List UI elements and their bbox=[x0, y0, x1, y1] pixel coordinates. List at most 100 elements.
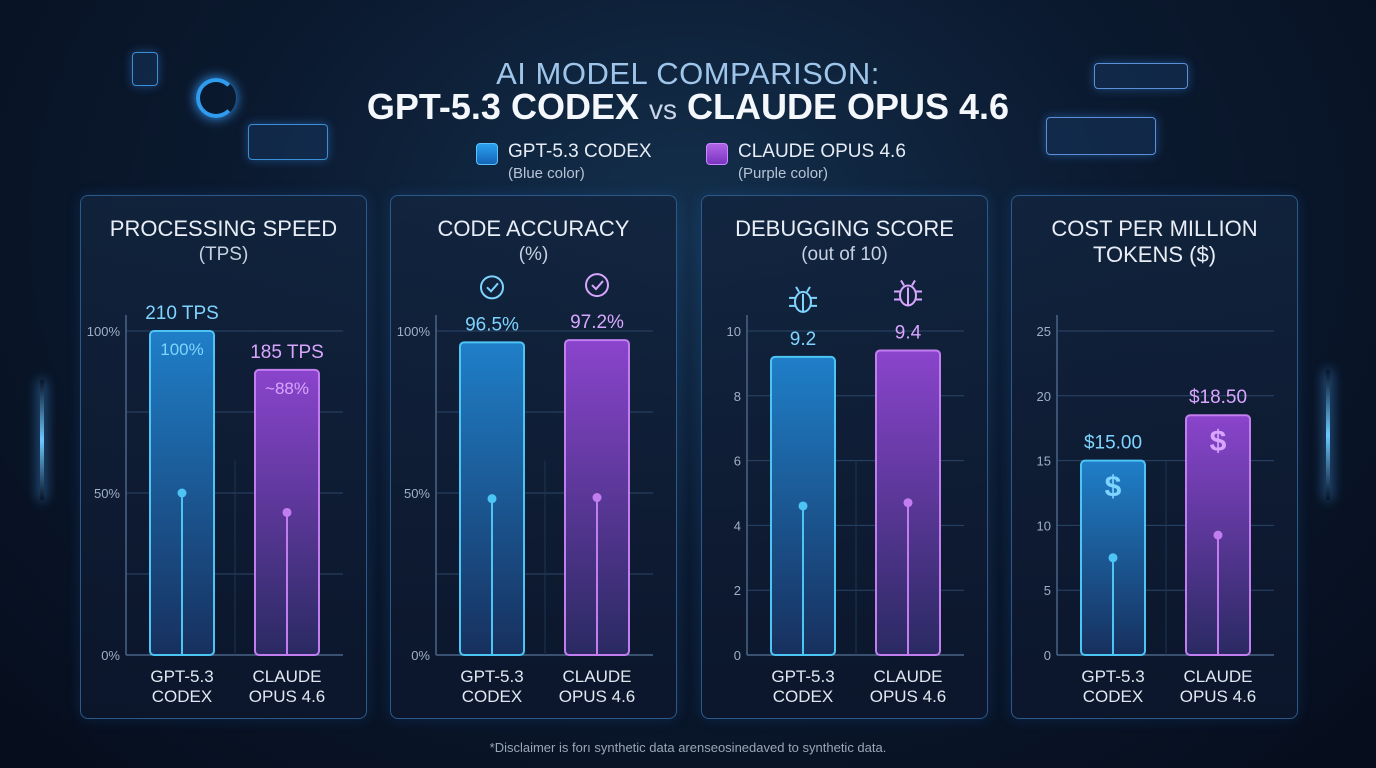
value-label: $15.00 bbox=[1084, 433, 1142, 454]
bar-stem-dot bbox=[592, 493, 602, 503]
chart-title-text: DEBUGGING SCORE bbox=[735, 216, 954, 241]
left-edge-glow bbox=[40, 380, 44, 500]
y-tick-label: 50% bbox=[94, 486, 120, 501]
value-label: $18.50 bbox=[1189, 387, 1247, 408]
chart-panel-2: CODE ACCURACY (%) 0% 50% 100% 96.5% GPT-5.3 CO… bbox=[390, 195, 677, 719]
legend-note: (Purple color) bbox=[738, 165, 829, 182]
title-model-a: GPT-5.3 CODEX bbox=[366, 86, 639, 127]
chart-title-text: COST PER MILLION bbox=[1051, 216, 1258, 241]
dollar-icon: $ bbox=[1105, 471, 1122, 504]
y-tick-label: 20 bbox=[1037, 389, 1051, 404]
y-tick-label: 50% bbox=[404, 486, 430, 501]
check-mark-icon bbox=[591, 280, 604, 291]
value-label: 9.4 bbox=[895, 322, 922, 343]
title-model-b: CLAUDE OPUS 4.6 bbox=[687, 86, 1010, 127]
chart-panel-4: COST PER MILLION TOKENS ($) 0 5 10 15 20 25 $15… bbox=[1011, 195, 1298, 719]
decorative-code-card-icon bbox=[248, 124, 328, 160]
chart-title-text: PROCESSING SPEED bbox=[109, 216, 338, 241]
value-label: 210 TPS bbox=[145, 303, 219, 324]
bar-stem-dot bbox=[1213, 530, 1223, 540]
legend-note: (Blue color) bbox=[508, 165, 585, 182]
legend-item-gpt: GPT-5.3 CODEX (Blue color) bbox=[476, 141, 652, 182]
x-category-label: GPT-5.3 bbox=[771, 667, 834, 686]
chart-subtitle: (out of 10) bbox=[801, 244, 888, 265]
x-category-label: CLAUDE bbox=[253, 667, 322, 686]
y-tick-label: 25 bbox=[1037, 324, 1051, 339]
right-edge-glow bbox=[1326, 370, 1330, 500]
bar-stem-dot bbox=[487, 494, 497, 504]
y-tick-label: 10 bbox=[1037, 518, 1051, 533]
x-category-label: GPT-5.3 bbox=[1081, 667, 1144, 686]
bug-legs-icon bbox=[789, 286, 817, 312]
y-tick-label: 0 bbox=[1044, 648, 1051, 663]
check-circle-icon bbox=[480, 275, 504, 300]
chart-subtitle: TOKENS ($) bbox=[1092, 242, 1217, 267]
chart-title: DEBUGGING SCORE (out of 10) bbox=[702, 216, 987, 268]
chart-subtitle: (%) bbox=[518, 244, 549, 265]
chart-title: PROCESSING SPEED (TPS) bbox=[81, 216, 366, 268]
y-tick-label: 6 bbox=[734, 454, 741, 469]
x-category-label: GPT-5.3 bbox=[460, 667, 523, 686]
x-category-label: CODEX bbox=[773, 687, 833, 706]
value-label: 97.2% bbox=[570, 312, 624, 333]
chart-panel-3: DEBUGGING SCORE (out of 10) 0 2 4 6 8 10 9.2 GPT… bbox=[701, 195, 988, 719]
x-category-label: CODEX bbox=[462, 687, 522, 706]
y-tick-label: 5 bbox=[1044, 583, 1051, 598]
legend-label: CLAUDE OPUS 4.6 bbox=[738, 141, 906, 162]
check-circle-icon bbox=[585, 273, 609, 298]
disclaimer: *Disclaimer is forı synthetic data arens… bbox=[489, 740, 887, 755]
y-tick-label: 0% bbox=[101, 648, 120, 663]
decorative-document-card-icon bbox=[1046, 117, 1156, 155]
chart-panel-1: PROCESSING SPEED (TPS) 0% 50% 100% 210 TPS 10… bbox=[80, 195, 367, 719]
value-label: 9.2 bbox=[790, 329, 816, 350]
y-tick-label: 0 bbox=[734, 648, 741, 663]
x-category-label: OPUS 4.6 bbox=[1180, 687, 1257, 706]
x-category-label: CLAUDE bbox=[874, 667, 943, 686]
chart-subtitle: (TPS) bbox=[198, 244, 249, 265]
legend-swatch-purple bbox=[706, 143, 728, 165]
x-category-label: CLAUDE bbox=[563, 667, 632, 686]
chart-title-text: CODE ACCURACY bbox=[437, 216, 630, 241]
bar-stem-dot bbox=[903, 498, 913, 508]
y-tick-label: 0% bbox=[411, 648, 430, 663]
inner-label: ~88% bbox=[265, 379, 309, 398]
legend-label: GPT-5.3 CODEX bbox=[508, 141, 652, 162]
page-title-line2: GPT-5.3 CODEX vs CLAUDE OPUS 4.6 bbox=[0, 86, 1376, 128]
x-category-label: CODEX bbox=[152, 687, 212, 706]
value-label: 96.5% bbox=[465, 314, 519, 335]
x-category-label: OPUS 4.6 bbox=[249, 687, 326, 706]
x-category-label: OPUS 4.6 bbox=[870, 687, 947, 706]
bar-stem-dot bbox=[177, 488, 187, 498]
x-category-label: CODEX bbox=[1083, 687, 1143, 706]
title-vs: vs bbox=[649, 94, 677, 125]
y-tick-label: 4 bbox=[734, 518, 741, 533]
bar-stem-dot bbox=[1108, 553, 1118, 563]
bar-stem-dot bbox=[798, 501, 808, 511]
page-title-line1: AI MODEL COMPARISON: bbox=[496, 56, 880, 91]
dollar-icon: $ bbox=[1210, 425, 1227, 458]
chart-title: CODE ACCURACY (%) bbox=[391, 216, 676, 268]
legend-swatch-blue bbox=[476, 143, 498, 165]
decorative-user-card-icon bbox=[1094, 63, 1188, 89]
value-label: 185 TPS bbox=[250, 342, 324, 363]
y-tick-label: 8 bbox=[734, 389, 741, 404]
y-tick-label: 10 bbox=[727, 324, 741, 339]
x-category-label: GPT-5.3 bbox=[150, 667, 213, 686]
y-tick-label: 100% bbox=[397, 324, 431, 339]
decorative-chip-icon bbox=[132, 52, 158, 86]
decorative-ring-icon bbox=[196, 78, 236, 118]
x-category-label: OPUS 4.6 bbox=[559, 687, 636, 706]
bug-legs-icon bbox=[894, 279, 922, 306]
y-tick-label: 15 bbox=[1037, 454, 1051, 469]
legend-item-claude: CLAUDE OPUS 4.6 (Purple color) bbox=[706, 141, 906, 182]
y-tick-label: 2 bbox=[734, 583, 741, 598]
bar-stem-dot bbox=[282, 507, 292, 517]
x-category-label: CLAUDE bbox=[1184, 667, 1253, 686]
inner-label: 100% bbox=[160, 340, 203, 359]
chart-title: COST PER MILLION TOKENS ($) bbox=[1012, 216, 1297, 268]
y-tick-label: 100% bbox=[87, 324, 121, 339]
check-mark-icon bbox=[486, 282, 499, 293]
